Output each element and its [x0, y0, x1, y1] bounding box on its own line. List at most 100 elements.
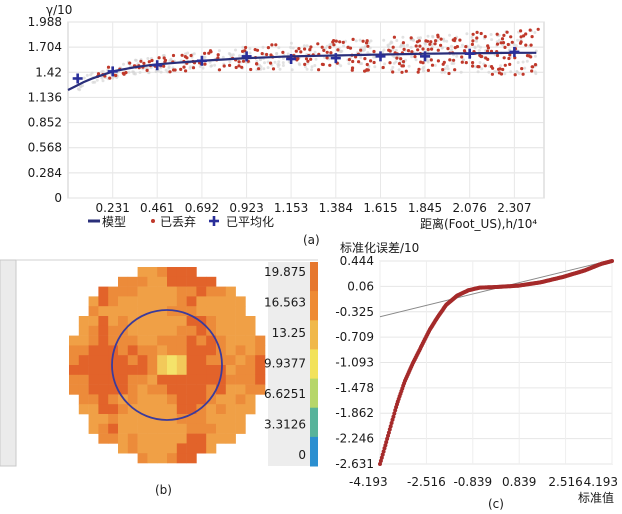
panel-b-heatmap-cell — [186, 267, 197, 278]
panel-a-discarded-point — [486, 57, 490, 62]
panel-b-heatmap-cell — [88, 316, 99, 327]
panel-a-cloud-point — [313, 50, 317, 54]
panel-c-qq-point — [382, 446, 387, 451]
panel-b-heatmap-cell — [108, 365, 119, 376]
panel-a-discarded-point — [436, 59, 440, 63]
panel-b-heatmap-cell — [186, 345, 197, 356]
panel-b-heatmap-cell — [137, 316, 148, 327]
panel-b-heatmap-cell — [225, 433, 236, 444]
panel-a-discarded-point — [400, 70, 404, 74]
panel-b-heatmap-cell — [78, 316, 89, 327]
panel-b-heatmap-cell — [196, 394, 207, 405]
panel-b-heatmap-cell — [118, 306, 129, 317]
panel-c-qq-point — [392, 411, 397, 416]
panel-a-discarded-point — [381, 65, 385, 70]
panel-b-heatmap-cell — [216, 306, 227, 317]
panel-a-cloud-point — [523, 66, 527, 70]
panel-b-heatmap-cell — [108, 306, 119, 317]
panel-a-cloud-point — [394, 48, 398, 52]
panel-b-heatmap-cell — [118, 345, 129, 356]
panel-b-heatmap-cell — [225, 374, 236, 385]
panel-b-heatmap-cell — [216, 423, 227, 434]
panel-b-heatmap-cell — [206, 296, 217, 307]
panel-a-discarded-point — [208, 49, 213, 53]
panel-a-cloud-point — [90, 71, 94, 75]
panel-a-discarded-point — [222, 64, 226, 68]
panel-a-discarded-point — [439, 43, 443, 47]
panel-a-discarded-point — [507, 56, 511, 61]
panel-b-heatmap-cell — [147, 296, 158, 307]
panel-a-y-tick-label: 0.568 — [28, 141, 62, 155]
panel-a-cloud-point — [266, 60, 270, 64]
panel-a-discarded-point — [471, 61, 475, 65]
panel-a-cloud-point — [146, 57, 150, 60]
panel-b-heatmap-cell — [255, 345, 266, 356]
panel-a-cloud-point — [342, 44, 346, 48]
panel-a-discarded-point — [357, 60, 361, 64]
panel-a-cloud-point — [79, 85, 83, 89]
panel-a-cloud-point — [76, 87, 80, 91]
panel-b-heatmap-cell — [78, 365, 89, 376]
panel-b-heatmap-cell — [235, 384, 246, 395]
panel-a-discarded-point — [419, 60, 423, 64]
panel-b-heatmap-cell — [78, 335, 89, 346]
panel-a-cloud-point — [275, 52, 279, 56]
panel-a-cloud-point — [407, 64, 411, 68]
panel-a-x-tick-label: 0.923 — [229, 201, 263, 215]
panel-b-heatmap-cell — [147, 355, 158, 366]
panel-a-discarded-point — [322, 48, 326, 53]
panel-c-y-tick-label: -0.325 — [335, 305, 374, 319]
panel-a-discarded-point — [294, 49, 298, 53]
panel-b-heatmap-cell — [196, 345, 207, 356]
panel-a-y-tick-label: 1.42 — [35, 65, 62, 79]
panel-a-cloud-point — [533, 31, 537, 34]
panel-b-heatmap-cell — [98, 394, 109, 405]
panel-b-heatmap-cell — [176, 316, 187, 327]
panel-a-cloud-point — [460, 43, 464, 47]
panel-a-discarded-point — [150, 58, 154, 63]
panel-a-cloud-point — [473, 45, 477, 49]
panel-b-heatmap-cell — [147, 345, 158, 356]
panel-b-heatmap-cell — [176, 394, 187, 405]
panel-b-heatmap-cell — [225, 325, 236, 336]
panel-b-heatmap-cell — [186, 276, 197, 287]
panel-a-cloud-point — [241, 45, 245, 49]
panel-a-discarded-point — [460, 55, 464, 59]
panel-a-discarded-point — [260, 52, 264, 56]
panel-b-heatmap-cell — [78, 355, 89, 366]
panel-a-discarded-point — [336, 48, 340, 52]
panel-b-heatmap-cell — [186, 286, 197, 297]
panel-a-cloud-point — [276, 65, 280, 68]
panel-b-heatmap-cell — [245, 316, 256, 327]
panel-a-cloud-point — [314, 57, 318, 61]
panel-b-heatmap-cell — [216, 296, 227, 307]
panel-b-heatmap-cell — [137, 394, 148, 405]
panel-b-heatmap-cell — [196, 306, 207, 317]
panel-b-heatmap-cell — [176, 365, 187, 376]
panel-a-cloud-point — [360, 46, 364, 50]
panel-b-heatmap-cell — [186, 443, 197, 454]
panel-a-cloud-point — [450, 48, 454, 52]
panel-a-cloud-point — [262, 67, 266, 71]
panel-a-discarded-point — [348, 46, 353, 50]
panel-a-discarded-point — [441, 62, 445, 66]
panel-b-heatmap-cell — [88, 384, 99, 395]
panel-b-heatmap-cell — [147, 453, 158, 464]
panel-b-heatmap-cell — [206, 404, 217, 415]
panel-b-heatmap-cell — [196, 276, 207, 287]
panel-b-heatmap-cell — [186, 316, 197, 327]
panel-b-heatmap-cell — [147, 276, 158, 287]
panel-b-heatmap-cell — [225, 316, 236, 327]
panel-b-heatmap-cell — [216, 286, 227, 297]
panel-b-heatmap-cell — [196, 414, 207, 425]
panel-b-heatmap-cell — [167, 443, 178, 454]
panel-a-discarded-point — [274, 43, 278, 47]
panel-b-heatmap-cell — [88, 423, 99, 434]
panel-a-discarded-point — [421, 47, 425, 51]
panel-b-heatmap-cell — [147, 335, 158, 346]
panel-a-cloud-point — [290, 68, 294, 72]
panel-a-cloud-point — [255, 59, 259, 63]
panel-a-discarded-point — [145, 68, 149, 72]
panel-b-heatmap-cell — [196, 325, 207, 336]
panel-b-left-strip — [0, 259, 17, 467]
